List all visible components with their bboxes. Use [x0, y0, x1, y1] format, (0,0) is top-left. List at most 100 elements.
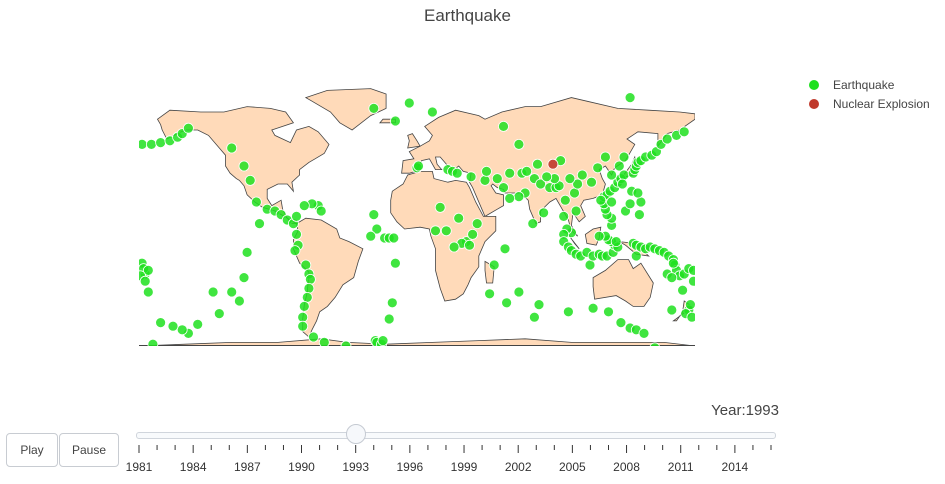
earthquake-point[interactable]	[499, 243, 511, 255]
earthquake-point[interactable]	[145, 139, 157, 150]
earthquake-point[interactable]	[297, 311, 309, 323]
earthquake-point[interactable]	[538, 207, 550, 219]
earthquake-point[interactable]	[142, 286, 154, 298]
earthquake-point[interactable]	[618, 151, 630, 163]
earthquake-point[interactable]	[383, 313, 395, 325]
earthquake-point[interactable]	[155, 317, 167, 329]
earthquake-point[interactable]	[226, 286, 238, 298]
earthquake-point[interactable]	[558, 210, 570, 222]
pause-button[interactable]: Pause	[59, 433, 119, 467]
earthquake-point[interactable]	[434, 201, 446, 213]
earthquake-point[interactable]	[465, 171, 477, 183]
earthquake-point[interactable]	[635, 196, 647, 208]
earthquake-point[interactable]	[426, 106, 438, 118]
earthquake-point[interactable]	[603, 306, 614, 318]
earthquake-point[interactable]	[649, 342, 660, 346]
earthquake-point[interactable]	[541, 171, 553, 183]
earthquake-point[interactable]	[678, 126, 690, 138]
earthquake-point[interactable]	[562, 306, 574, 318]
nuclear-explosion-point[interactable]	[547, 158, 559, 170]
earthquake-point[interactable]	[213, 308, 225, 320]
earthquake-point[interactable]	[572, 178, 584, 190]
earthquake-point[interactable]	[147, 338, 159, 346]
earthquake-point[interactable]	[471, 218, 483, 230]
play-button[interactable]: Play	[6, 433, 58, 467]
earthquake-point[interactable]	[241, 246, 253, 258]
earthquake-point[interactable]	[298, 300, 310, 312]
earthquake-point[interactable]	[521, 166, 533, 177]
earthquake-point[interactable]	[527, 218, 539, 230]
earthquake-point[interactable]	[686, 311, 695, 323]
earthquake-point[interactable]	[298, 200, 310, 212]
earthquake-point[interactable]	[632, 187, 644, 199]
earthquake-point[interactable]	[586, 176, 597, 188]
earthquake-point[interactable]	[448, 241, 460, 253]
earthquake-point[interactable]	[303, 282, 315, 294]
earthquake-point[interactable]	[488, 259, 500, 271]
earthquake-point[interactable]	[251, 196, 262, 208]
earthquake-point[interactable]	[301, 291, 313, 303]
earthquake-point[interactable]	[464, 239, 475, 251]
earthquake-point[interactable]	[630, 250, 642, 262]
year-slider-track[interactable]	[136, 432, 776, 439]
earthquake-point[interactable]	[238, 272, 250, 284]
earthquake-point[interactable]	[226, 142, 238, 154]
earthquake-point[interactable]	[297, 320, 309, 332]
earthquake-point[interactable]	[308, 331, 319, 343]
earthquake-point[interactable]	[467, 228, 479, 240]
world-map[interactable]	[139, 76, 695, 346]
earthquake-point[interactable]	[207, 286, 219, 298]
earthquake-point[interactable]	[677, 284, 688, 296]
earthquake-point[interactable]	[155, 137, 167, 148]
earthquake-point[interactable]	[666, 272, 678, 284]
earthquake-point[interactable]	[291, 210, 302, 222]
earthquake-point[interactable]	[183, 122, 194, 134]
legend-item-nuclear-explosion[interactable]: Nuclear Explosion	[806, 94, 930, 113]
earthquake-point[interactable]	[377, 335, 389, 346]
earthquake-point[interactable]	[167, 320, 179, 332]
earthquake-point[interactable]	[244, 175, 256, 186]
earthquake-point[interactable]	[584, 259, 596, 271]
earthquake-point[interactable]	[613, 160, 625, 172]
earthquake-point[interactable]	[291, 228, 302, 240]
earthquake-point[interactable]	[599, 151, 611, 163]
earthquake-point[interactable]	[624, 198, 636, 210]
earthquake-point[interactable]	[685, 299, 695, 310]
earthquake-point[interactable]	[440, 225, 452, 237]
earthquake-point[interactable]	[451, 167, 463, 179]
earthquake-point[interactable]	[388, 232, 400, 244]
earthquake-point[interactable]	[192, 318, 204, 330]
earthquake-point[interactable]	[513, 191, 525, 202]
earthquake-point[interactable]	[633, 209, 645, 221]
earthquake-point[interactable]	[688, 275, 696, 287]
earthquake-point[interactable]	[606, 196, 618, 208]
earthquake-point[interactable]	[430, 225, 441, 237]
earthquake-point[interactable]	[668, 257, 679, 269]
earthquake-point[interactable]	[616, 178, 628, 190]
earthquake-point[interactable]	[618, 169, 630, 181]
earthquake-point[interactable]	[532, 158, 543, 170]
earthquake-point[interactable]	[365, 230, 377, 242]
earthquake-point[interactable]	[533, 299, 545, 311]
earthquake-point[interactable]	[593, 230, 605, 242]
earthquake-point[interactable]	[564, 173, 576, 184]
earthquake-point[interactable]	[592, 162, 604, 174]
earthquake-point[interactable]	[513, 286, 525, 298]
earthquake-point[interactable]	[559, 194, 571, 206]
map-plot[interactable]	[139, 76, 695, 346]
earthquake-point[interactable]	[638, 327, 650, 339]
earthquake-point[interactable]	[615, 317, 627, 329]
earthquake-point[interactable]	[389, 115, 401, 127]
earthquake-point[interactable]	[587, 302, 599, 314]
earthquake-point[interactable]	[498, 182, 509, 193]
earthquake-point[interactable]	[234, 295, 245, 307]
earthquake-point[interactable]	[569, 187, 580, 199]
earthquake-point[interactable]	[318, 337, 330, 346]
earthquake-point[interactable]	[315, 205, 327, 217]
earthquake-point[interactable]	[139, 139, 148, 150]
earthquake-point[interactable]	[513, 139, 525, 150]
earthquake-point[interactable]	[624, 92, 636, 104]
earthquake-point[interactable]	[498, 121, 509, 132]
earthquake-point[interactable]	[481, 166, 492, 177]
earthquake-point[interactable]	[389, 257, 401, 269]
